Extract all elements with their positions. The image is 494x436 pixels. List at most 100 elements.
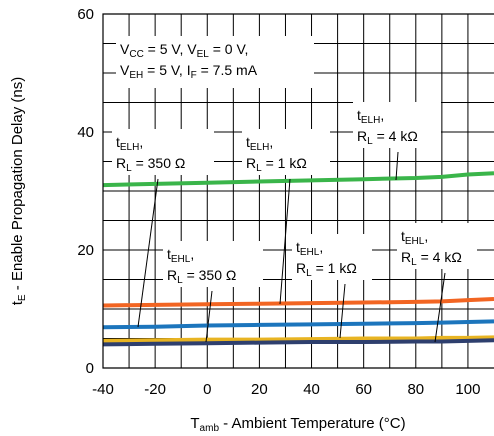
- annotation-text: t: [357, 107, 361, 123]
- annotation-text: ,: [319, 239, 323, 255]
- y-tick-label: 40: [77, 124, 94, 141]
- annotation-text: V: [120, 62, 130, 78]
- annotation-subscript: EL: [197, 49, 210, 60]
- annotation-6: tEHL, RL = 1 kΩ: [292, 234, 372, 339]
- annotation-leader-line: [434, 272, 446, 343]
- annotation-subscript: F: [191, 70, 197, 81]
- annotation-subscript: L: [367, 136, 373, 147]
- annotation-text: R: [116, 155, 126, 171]
- annotation-text: = 1 kΩ: [312, 260, 357, 276]
- annotation-text-line: VCC = 5 V, VEL = 0 V,: [120, 41, 248, 60]
- annotation-5: tEHL, RL = 350 Ω: [163, 241, 263, 343]
- x-tick-label: 80: [407, 381, 424, 398]
- annotation-subscript: CC: [129, 49, 143, 60]
- annotation-text: = 350 Ω: [132, 155, 186, 171]
- annotation-subscript: L: [126, 163, 132, 174]
- annotation-text-line: tEHL,: [401, 228, 428, 247]
- y-tick-label: 60: [77, 6, 94, 23]
- annotation-text-line: tELH,: [116, 134, 143, 153]
- annotation-1: VCC = 5 V, VEL = 0 V,VEH = 5 V, IF = 7.5…: [116, 36, 314, 88]
- series-line-2: [102, 296, 494, 308]
- annotation-text: t: [167, 246, 171, 262]
- annotation-text: R: [401, 249, 411, 265]
- annotation-text: = 5 V, V: [144, 41, 197, 57]
- annotation-subscript: EH: [129, 70, 143, 81]
- annotation-box: [116, 36, 314, 88]
- x-axis-title: Tamb - Ambient Temperature (°C): [190, 415, 405, 434]
- x-tick-label: 60: [355, 381, 372, 398]
- annotation-box: [292, 234, 372, 280]
- annotation-text-line: RL = 350 Ω: [167, 267, 236, 286]
- annotation-subscript: EHL: [405, 236, 425, 247]
- annotation-subscript: EHL: [300, 247, 320, 258]
- annotation-text-line: tEHL,: [296, 239, 323, 258]
- annotation-text: ,: [424, 228, 428, 244]
- annotation-text: = 350 Ω: [183, 267, 237, 283]
- annotation-text: = 4 kΩ: [417, 249, 462, 265]
- annotation-text-line: RL = 4 kΩ: [401, 249, 462, 268]
- annotation-subscript: L: [411, 257, 417, 268]
- annotation-text: R: [296, 260, 306, 276]
- annotation-text: = 1 kΩ: [262, 155, 307, 171]
- annotation-text: t: [296, 239, 300, 255]
- annotations: VCC = 5 V, VEL = 0 V,VEH = 5 V, IF = 7.5…: [112, 36, 477, 343]
- annotation-text: t: [401, 228, 405, 244]
- x-tick-label: 0: [203, 381, 211, 398]
- x-tick-label: -20: [144, 381, 166, 398]
- annotation-text: R: [357, 128, 367, 144]
- x-tick-labels: -40 -20 0 20 40 60 80 100: [92, 381, 480, 398]
- annotation-text: t: [116, 134, 120, 150]
- y-tick-label: 0: [86, 360, 94, 377]
- y-axis-title: tE - Enable Propagation Delay (ns): [9, 77, 28, 305]
- series-line-3: [102, 319, 494, 330]
- annotation-box: [112, 129, 214, 175]
- annotation-text: = 5 V, I: [143, 62, 190, 78]
- series-line-1: [102, 171, 494, 188]
- annotation-7: tEHL, RL = 4 kΩ: [397, 223, 477, 343]
- annotation-text: R: [246, 155, 256, 171]
- annotation-text-line: RL = 350 Ω: [116, 155, 185, 174]
- annotation-text: = 0 V,: [209, 41, 249, 57]
- annotation-box: [163, 241, 263, 287]
- annotation-subscript: ELH: [361, 115, 380, 126]
- annotation-box: [397, 223, 477, 269]
- annotation-box: [242, 129, 330, 175]
- annotation-text-line: tELH,: [357, 107, 384, 126]
- annotation-text-line: RL = 1 kΩ: [246, 155, 307, 174]
- annotation-4: tELH,RL = 1 kΩ: [242, 129, 330, 305]
- annotation-2: tELH, RL = 4 kΩ: [353, 102, 441, 181]
- annotation-subscript: EHL: [171, 254, 191, 265]
- annotation-leader-line: [279, 178, 291, 305]
- series-group: [102, 171, 494, 347]
- annotation-text-line: tELH,: [246, 134, 273, 153]
- annotation-leader-line: [205, 290, 213, 343]
- annotation-text-line: tEHL,: [167, 246, 194, 265]
- y-tick-label: 20: [77, 242, 94, 259]
- x-tick-label: 100: [455, 381, 480, 398]
- x-tick-label: -40: [92, 381, 114, 398]
- annotation-text-line: RL = 1 kΩ: [296, 260, 357, 279]
- annotation-leader-line: [137, 178, 159, 328]
- plot-frame: [102, 13, 494, 369]
- annotation-text: ,: [380, 107, 384, 123]
- annotation-leader-line: [395, 151, 399, 181]
- series-line-5: [102, 338, 494, 347]
- annotation-subscript: L: [256, 163, 262, 174]
- annotation-subscript: ELH: [250, 142, 269, 153]
- annotation-text: = 4 kΩ: [373, 128, 418, 144]
- x-tick-label: 20: [251, 381, 268, 398]
- annotation-text: R: [167, 267, 177, 283]
- annotation-text: V: [120, 41, 130, 57]
- annotation-text-line: VEH = 5 V, IF = 7.5 mA: [120, 62, 258, 81]
- annotation-3: tELH,RL = 350 Ω: [112, 129, 214, 328]
- annotation-text: ,: [190, 246, 194, 262]
- x-tick-label: 40: [303, 381, 320, 398]
- annotation-text: t: [246, 134, 250, 150]
- annotation-leader-line: [339, 283, 346, 339]
- annotation-text: = 7.5 mA: [197, 62, 258, 78]
- annotation-subscript: L: [177, 275, 183, 286]
- annotation-subscript: ELH: [120, 142, 139, 153]
- annotation-text: ,: [139, 134, 143, 150]
- y-tick-labels: 0 20 40 60: [77, 6, 94, 377]
